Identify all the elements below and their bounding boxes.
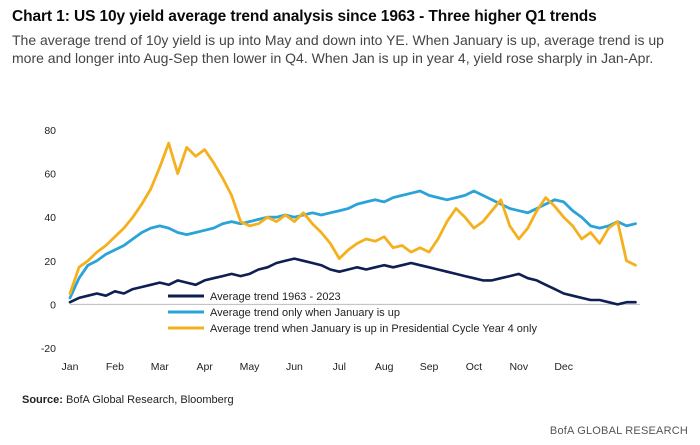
- x-tick-label: Jul: [333, 361, 346, 373]
- x-tick-label: Jun: [286, 361, 303, 373]
- chart-title: Chart 1: US 10y yield average trend anal…: [12, 8, 597, 25]
- y-tick-label: 40: [44, 212, 56, 224]
- y-tick-label: 60: [44, 169, 56, 181]
- series-line-1: [68, 257, 637, 306]
- x-tick-label: Aug: [375, 361, 394, 373]
- x-tick-label: Dec: [554, 361, 573, 373]
- x-tick-label: Oct: [466, 361, 482, 373]
- legend-entry-label: Average trend when January is up in Pres…: [210, 323, 537, 335]
- y-tick-label: 20: [44, 256, 56, 268]
- x-tick-label: Mar: [151, 361, 170, 373]
- x-tick-label: Feb: [106, 361, 124, 373]
- y-tick-label: -20: [41, 343, 56, 355]
- series-line-3: [68, 141, 637, 295]
- legend: Average trend 1963 - 2023 Average trend o…: [168, 291, 537, 335]
- y-tick-label: 0: [50, 299, 56, 311]
- source-label: Source:: [22, 394, 63, 406]
- source-text: BofA Global Research, Bloomberg: [62, 394, 234, 406]
- legend-entry-label: Average trend 1963 - 2023: [210, 291, 341, 303]
- research-credit: BofA GLOBAL RESEARCH: [549, 425, 688, 437]
- x-tick-label: May: [240, 361, 261, 373]
- x-tick-label: Nov: [509, 361, 528, 373]
- series-layer: [68, 141, 637, 306]
- x-tick-label: Sep: [420, 361, 439, 373]
- source-note: Source: BofA Global Research, Bloomberg: [22, 394, 234, 406]
- legend-entry-label: Average trend only when January is up: [210, 307, 400, 319]
- x-tick-label: Apr: [196, 361, 213, 373]
- series-line-2: [68, 189, 637, 300]
- chart-subtitle: The average trend of 10y yield is up int…: [12, 32, 664, 66]
- axis-layer: -20 0 20 40 60 80 Jan Feb Mar Apr May Jun Jul Aug Sep O…: [41, 125, 640, 373]
- x-tick-label: Jan: [62, 361, 79, 373]
- y-tick-label: 80: [44, 125, 56, 137]
